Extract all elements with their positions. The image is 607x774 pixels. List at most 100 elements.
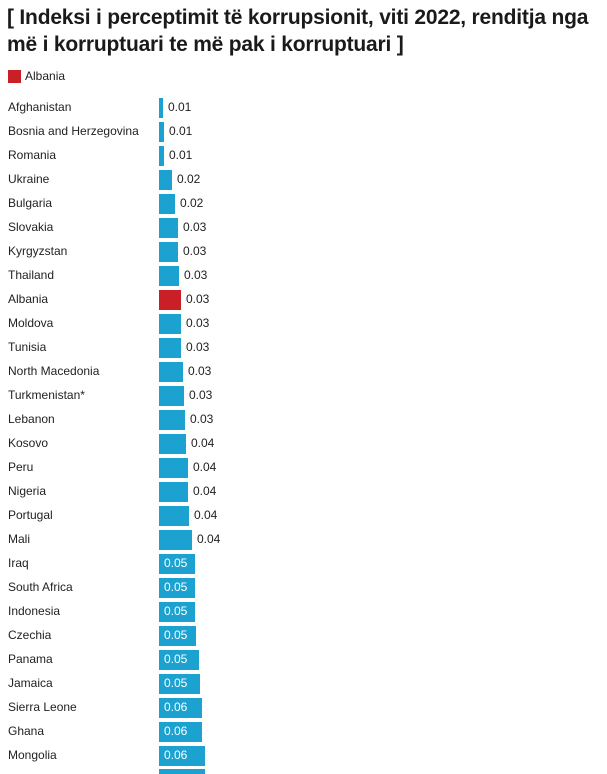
bar bbox=[159, 146, 164, 166]
category-label: Kosovo bbox=[8, 436, 49, 450]
bar bbox=[159, 290, 181, 310]
bar bbox=[159, 98, 163, 118]
chart-title: [ Indeksi i perceptimit të korrupsionit,… bbox=[7, 6, 589, 56]
bar bbox=[159, 482, 188, 502]
value-label: 0.06 bbox=[164, 724, 188, 738]
value-label: 0.05 bbox=[164, 628, 188, 642]
value-label: 0.04 bbox=[194, 508, 218, 522]
value-label: 0.05 bbox=[164, 580, 188, 594]
value-label: 0.04 bbox=[193, 460, 217, 474]
category-label: Ukraine bbox=[8, 172, 50, 186]
bar bbox=[159, 626, 196, 646]
bar-row: Ukraine 0.02 bbox=[0, 167, 607, 191]
category-label: Ghana bbox=[8, 724, 45, 738]
bar bbox=[159, 314, 181, 334]
legend-label: Albania bbox=[25, 69, 66, 83]
category-label: Bulgaria bbox=[8, 196, 53, 210]
bar bbox=[159, 506, 189, 526]
category-label: Indonesia bbox=[8, 604, 61, 618]
value-label: 0.01 bbox=[168, 100, 192, 114]
bar-row: Tunisia 0.03 bbox=[0, 335, 607, 359]
bar bbox=[159, 578, 195, 598]
value-label: 0.05 bbox=[164, 556, 188, 570]
value-label: 0.04 bbox=[191, 436, 215, 450]
bar bbox=[159, 266, 179, 286]
bar-row: Afghanistan 0.01 bbox=[0, 95, 607, 119]
category-label: Sierra Leone bbox=[8, 700, 77, 714]
category-label: Peru bbox=[8, 460, 34, 474]
value-label: 0.01 bbox=[169, 148, 193, 162]
category-label: Czechia bbox=[8, 628, 52, 642]
value-label: 0.04 bbox=[193, 484, 217, 498]
bar bbox=[159, 434, 186, 454]
bar bbox=[159, 362, 183, 382]
bar bbox=[159, 170, 172, 190]
bar bbox=[159, 674, 200, 694]
legend-swatch-albania bbox=[8, 69, 21, 83]
bar-row: Indonesia 0.05 bbox=[0, 599, 607, 623]
bar bbox=[159, 722, 202, 742]
bar bbox=[159, 698, 202, 718]
bar-row: Mongolia 0.06 bbox=[0, 743, 607, 767]
bar-row: Ghana 0.06 bbox=[0, 719, 607, 743]
category-label: Turkmenistan* bbox=[8, 388, 85, 402]
category-label: Albania bbox=[8, 292, 49, 306]
bar bbox=[159, 386, 184, 406]
bar-row: North Macedonia 0.03 bbox=[0, 359, 607, 383]
category-label: Afghanistan bbox=[8, 100, 72, 114]
value-label: 0.02 bbox=[180, 196, 204, 210]
value-label: 0.03 bbox=[186, 292, 210, 306]
value-label: 0.02 bbox=[177, 172, 201, 186]
bar-row: South Africa 0.05 bbox=[0, 575, 607, 599]
bar bbox=[159, 218, 178, 238]
bar-row: Slovakia 0.03 bbox=[0, 215, 607, 239]
category-label: Romania bbox=[8, 148, 57, 162]
category-label: Nigeria bbox=[8, 484, 47, 498]
category-label: Portugal bbox=[8, 508, 53, 522]
value-label: 0.06 bbox=[164, 700, 188, 714]
bar-row: Mali 0.04 bbox=[0, 527, 607, 551]
bar bbox=[159, 554, 195, 574]
value-label: 0.03 bbox=[184, 268, 208, 282]
category-label: Kyrgyzstan bbox=[8, 244, 68, 258]
bar bbox=[159, 650, 199, 670]
bar-row: Turkmenistan* 0.03 bbox=[0, 383, 607, 407]
category-label: North Macedonia bbox=[8, 364, 100, 378]
category-label: Lebanon bbox=[8, 412, 55, 426]
bar-row: Czechia 0.05 bbox=[0, 623, 607, 647]
bar-row: Jamaica 0.05 bbox=[0, 671, 607, 695]
category-label: South Africa bbox=[8, 580, 73, 594]
bar bbox=[159, 410, 185, 430]
category-label: Moldova bbox=[8, 316, 54, 330]
bar-row: Panama 0.05 bbox=[0, 647, 607, 671]
category-label: Tunisia bbox=[8, 340, 47, 354]
bar-row: Lebanon 0.03 bbox=[0, 407, 607, 431]
value-label: 0.05 bbox=[164, 676, 188, 690]
category-label: Mongolia bbox=[8, 748, 57, 762]
value-label: 0.03 bbox=[183, 220, 207, 234]
bar-row: Peru 0.04 bbox=[0, 455, 607, 479]
value-label: 0.05 bbox=[164, 604, 188, 618]
bar-row: Moldova 0.03 bbox=[0, 311, 607, 335]
bar-row: Sierra Leone 0.06 bbox=[0, 695, 607, 719]
bar bbox=[159, 338, 181, 358]
category-label: Slovakia bbox=[8, 220, 54, 234]
value-label: 0.03 bbox=[186, 340, 210, 354]
bar-row: Romania 0.01 bbox=[0, 143, 607, 167]
value-label: 0.06 bbox=[164, 748, 188, 762]
bar-row: Thailand 0.03 bbox=[0, 263, 607, 287]
legend: Albania bbox=[8, 69, 65, 83]
value-label: 0.03 bbox=[186, 316, 210, 330]
category-label: Jamaica bbox=[8, 676, 53, 690]
value-label: 0.05 bbox=[164, 652, 188, 666]
value-label: 0.01 bbox=[169, 124, 193, 138]
bar-row: Kyrgyzstan 0.03 bbox=[0, 239, 607, 263]
bar-row: Albania 0.03 bbox=[0, 287, 607, 311]
value-label: 0.04 bbox=[197, 532, 221, 546]
value-label: 0.03 bbox=[190, 412, 214, 426]
value-label: 0.03 bbox=[189, 388, 213, 402]
category-label: Bosnia and Herzegovina bbox=[8, 124, 139, 138]
bar bbox=[159, 746, 205, 766]
bar-row: Portugal 0.04 bbox=[0, 503, 607, 527]
bar bbox=[159, 530, 192, 550]
